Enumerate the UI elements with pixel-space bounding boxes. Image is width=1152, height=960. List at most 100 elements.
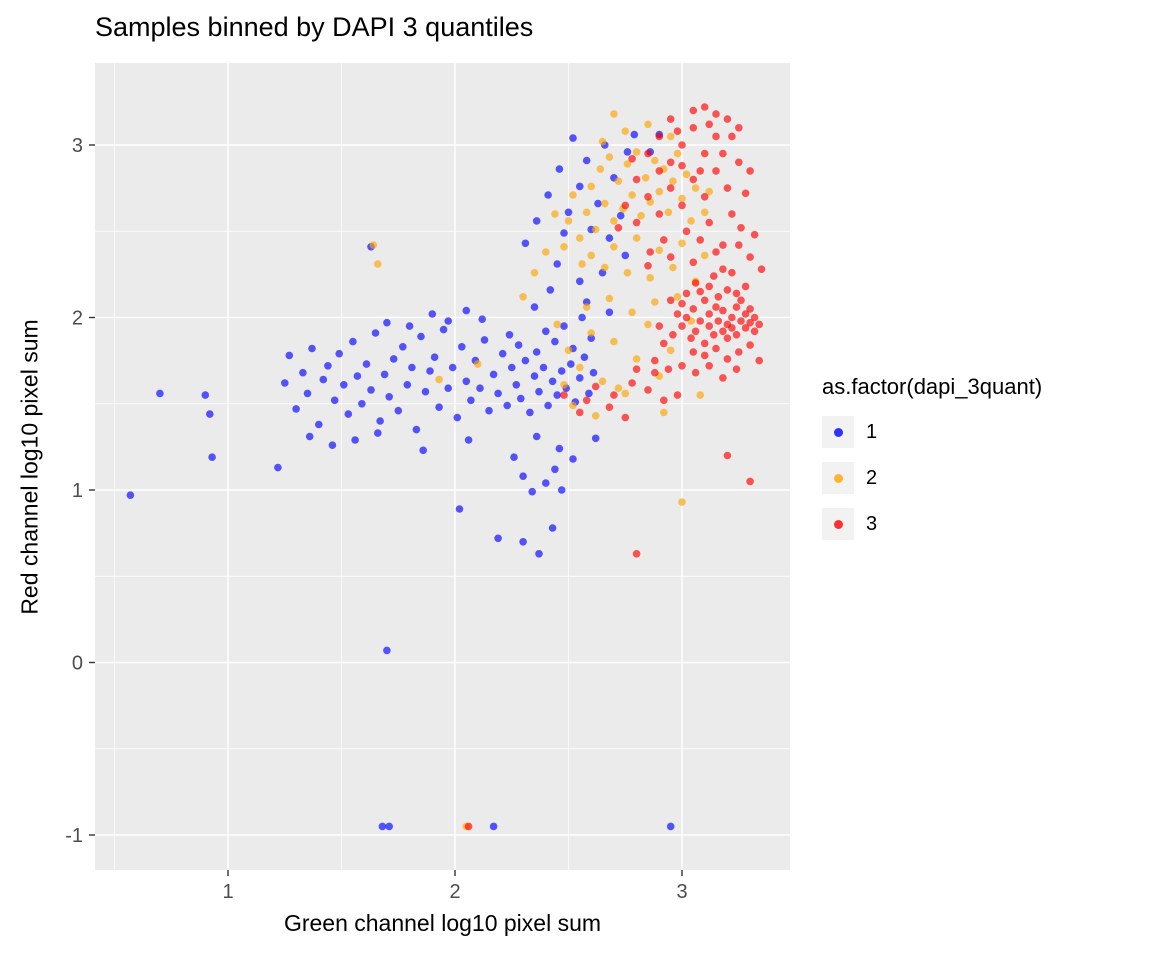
data-point bbox=[719, 265, 727, 274]
data-point bbox=[723, 451, 732, 460]
data-point bbox=[719, 327, 727, 336]
data-point bbox=[435, 403, 443, 412]
data-point bbox=[651, 156, 659, 165]
data-point bbox=[605, 234, 614, 242]
data-point bbox=[755, 320, 763, 329]
data-point bbox=[621, 201, 630, 210]
data-point bbox=[741, 282, 750, 291]
legend-key bbox=[822, 462, 854, 494]
data-point bbox=[553, 391, 561, 399]
data-point bbox=[728, 313, 736, 322]
data-point bbox=[746, 305, 754, 313]
data-point bbox=[660, 339, 668, 348]
data-point bbox=[587, 251, 595, 260]
data-point bbox=[628, 379, 636, 387]
data-point bbox=[548, 377, 557, 386]
series-3-points bbox=[464, 103, 766, 831]
data-point bbox=[376, 417, 384, 425]
data-point bbox=[582, 303, 591, 311]
data-point bbox=[666, 822, 675, 831]
data-point bbox=[485, 406, 493, 415]
data-point bbox=[700, 193, 709, 201]
legend-label: 3 bbox=[866, 512, 878, 535]
data-point bbox=[666, 132, 675, 141]
data-point bbox=[367, 386, 375, 394]
data-point bbox=[605, 308, 614, 317]
data-point bbox=[535, 550, 543, 558]
data-point bbox=[712, 248, 720, 256]
data-point bbox=[621, 127, 630, 135]
data-point bbox=[530, 268, 539, 277]
data-point bbox=[666, 115, 675, 123]
data-point bbox=[710, 272, 718, 280]
data-point bbox=[678, 141, 686, 149]
data-point bbox=[478, 315, 487, 324]
data-point bbox=[705, 310, 713, 318]
data-point bbox=[489, 370, 498, 379]
data-point bbox=[605, 403, 614, 412]
data-point bbox=[728, 268, 736, 277]
data-point bbox=[560, 229, 568, 237]
data-point bbox=[417, 332, 425, 341]
data-point bbox=[678, 322, 686, 330]
data-point bbox=[569, 455, 577, 463]
data-point bbox=[292, 405, 300, 413]
data-point bbox=[569, 401, 577, 410]
data-point bbox=[578, 313, 586, 322]
data-point bbox=[521, 356, 530, 365]
series-1-points bbox=[126, 130, 675, 831]
data-point bbox=[741, 324, 750, 332]
data-point bbox=[328, 441, 337, 450]
data-point bbox=[689, 124, 698, 132]
data-point bbox=[689, 258, 698, 267]
data-point bbox=[444, 317, 453, 325]
x-tick-label: 1 bbox=[222, 881, 233, 903]
data-point bbox=[206, 410, 214, 418]
data-point bbox=[719, 306, 727, 315]
data-point bbox=[551, 210, 559, 218]
data-point bbox=[691, 279, 700, 287]
data-point bbox=[632, 365, 641, 374]
y-tick-label: 2 bbox=[72, 308, 83, 330]
data-point bbox=[380, 370, 389, 379]
data-point bbox=[705, 282, 713, 291]
data-point bbox=[696, 317, 704, 325]
data-point bbox=[746, 341, 754, 349]
data-point bbox=[580, 353, 589, 362]
data-point bbox=[723, 184, 732, 192]
data-point bbox=[389, 355, 398, 363]
data-point bbox=[728, 210, 736, 218]
data-point bbox=[755, 356, 763, 365]
data-point bbox=[535, 387, 543, 396]
data-point bbox=[505, 331, 514, 339]
data-point bbox=[353, 372, 362, 380]
data-point bbox=[623, 160, 632, 168]
data-point bbox=[669, 177, 677, 185]
data-point bbox=[682, 289, 691, 298]
data-point bbox=[546, 286, 555, 294]
data-point bbox=[719, 374, 727, 382]
data-point bbox=[208, 453, 216, 462]
data-point bbox=[666, 296, 675, 305]
data-point bbox=[308, 344, 316, 353]
data-point bbox=[517, 394, 525, 403]
data-point bbox=[655, 187, 664, 196]
data-point bbox=[696, 236, 704, 244]
data-point bbox=[576, 363, 584, 372]
data-point bbox=[700, 208, 709, 217]
data-point bbox=[696, 167, 704, 175]
data-point bbox=[678, 498, 686, 506]
data-point bbox=[666, 346, 675, 355]
legend-dot-icon bbox=[833, 519, 843, 529]
data-point bbox=[632, 550, 641, 558]
data-point bbox=[723, 334, 732, 343]
data-point bbox=[564, 217, 573, 225]
data-point bbox=[421, 387, 430, 396]
data-point bbox=[628, 191, 636, 199]
chart-title: Samples binned by DAPI 3 quantiles bbox=[95, 12, 534, 42]
data-point bbox=[644, 120, 652, 129]
data-point bbox=[705, 362, 713, 370]
data-point bbox=[712, 132, 720, 141]
data-point bbox=[435, 375, 443, 384]
y-tick-label: 0 bbox=[72, 653, 83, 675]
